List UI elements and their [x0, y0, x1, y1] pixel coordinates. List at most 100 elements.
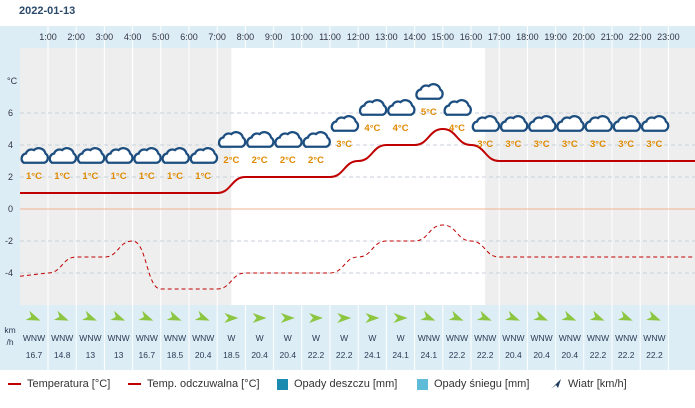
legend-feels-like-swatch	[128, 383, 141, 386]
cloud-icon	[358, 99, 388, 116]
temperature-label: 4°C	[364, 123, 380, 134]
cloud-shape	[246, 131, 275, 148]
hour-label: 13:00	[375, 32, 398, 42]
hour-label: 19:00	[544, 32, 567, 42]
wind-arrow-shape	[280, 313, 295, 323]
hour-label: 16:00	[460, 32, 483, 42]
cloud-shape	[20, 147, 49, 164]
cloud-icon	[20, 147, 49, 164]
cloud-icon	[105, 147, 134, 164]
temperature-label: 1°C	[139, 171, 155, 182]
temperature-label: 1°C	[82, 171, 98, 182]
wind-arrow-icon	[337, 313, 352, 323]
hour-label: 7:00	[208, 32, 226, 42]
wind-arrow-shape	[448, 310, 464, 321]
y-axis-unit: °C	[7, 76, 18, 86]
cloud-shape	[189, 147, 219, 164]
wind-arrow-icon	[505, 310, 520, 321]
wind-arrow-icon	[393, 313, 408, 323]
hour-label: 11:00	[319, 32, 341, 42]
temperature-label: 3°C	[505, 139, 521, 150]
cloud-shape	[471, 115, 501, 132]
wind-arrow-icon	[138, 310, 154, 321]
wind-speed-label: 22.2	[477, 350, 494, 360]
legend: Temperatura [°C] Temp. odczuwalna [°C] O…	[0, 372, 695, 398]
wind-speed-label: 22.2	[590, 350, 607, 360]
wind-direction-label: W	[256, 333, 264, 343]
wind-direction-label: WNW	[531, 333, 553, 343]
legend-snow-swatch	[417, 378, 428, 390]
cloud-shape	[528, 115, 557, 132]
wind-speed-label: 14.8	[54, 350, 71, 360]
hour-label: 18:00	[516, 32, 539, 42]
y-axis-band	[0, 48, 20, 370]
hour-label: 15:00	[432, 32, 455, 42]
cloud-shape	[415, 83, 444, 100]
wind-speed-label: 22.2	[336, 350, 353, 360]
y-tick-label: -4	[5, 268, 13, 278]
wind-arrow-icon	[25, 310, 41, 321]
hour-label: 22:00	[629, 32, 652, 42]
cloud-shape	[330, 115, 360, 132]
wind-arrow-shape	[393, 313, 408, 323]
wind-speed-label: 20.4	[562, 350, 579, 360]
legend-snow: Opady śniegu [mm]	[417, 378, 529, 390]
cloud-icon	[302, 131, 331, 148]
temperature-label: 2°C	[308, 155, 324, 166]
temperature-label: 3°C	[477, 139, 493, 150]
hour-label: 3:00	[96, 32, 114, 42]
cloud-icon	[443, 99, 472, 116]
y-tick-label: 2	[8, 172, 13, 182]
wind-direction-label: WNW	[559, 333, 581, 343]
wind-direction-label: W	[397, 333, 405, 343]
cloud-shape	[76, 147, 106, 164]
cloud-icon	[274, 131, 303, 148]
wind-direction-label: WNW	[136, 333, 158, 343]
cloud-shape	[161, 147, 190, 164]
legend-temperature-label: Temperatura [°C]	[27, 378, 111, 390]
wind-speed-label: 22.2	[646, 350, 663, 360]
temperature-label: 3°C	[336, 139, 352, 150]
y-tick-label: 6	[8, 108, 13, 118]
cloud-icon	[217, 131, 247, 148]
wind-arrow-icon	[194, 310, 210, 321]
wind-arrow-shape	[252, 313, 267, 323]
wind-arrow-shape	[53, 310, 69, 321]
temperature-label: 3°C	[618, 139, 634, 150]
wind-arrow-shape	[82, 310, 97, 321]
wind-arrow-icon	[365, 313, 380, 323]
wind-arrow-icon	[617, 310, 633, 321]
wind-direction-label: W	[312, 333, 320, 343]
wind-speed-label: 16.7	[26, 350, 43, 360]
wind-arrow-shape	[309, 313, 323, 323]
cloud-icon	[584, 115, 613, 132]
wind-speed-label: 22.2	[308, 350, 325, 360]
wind-arrow-icon	[252, 313, 267, 323]
temperature-label: 1°C	[54, 171, 70, 182]
cloud-icon	[640, 115, 670, 132]
cloud-shape	[612, 115, 642, 132]
wind-speed-label: 24.1	[364, 350, 381, 360]
legend-feels-like-label: Temp. odczuwalna [°C]	[147, 378, 260, 390]
hour-label: 20:00	[573, 32, 596, 42]
wind-arrow-icon	[53, 310, 69, 321]
wind-arrow-shape	[505, 310, 520, 321]
cloud-icon	[612, 115, 642, 132]
wind-speed-label: 16.7	[139, 350, 156, 360]
cloud-shape	[105, 147, 134, 164]
wind-speed-label: 20.4	[533, 350, 550, 360]
wind-arrow-icon	[533, 310, 549, 321]
hour-label: 9:00	[265, 32, 283, 42]
temperature-label: 4°C	[393, 123, 409, 134]
cloud-icon	[76, 147, 106, 164]
wind-speed-label: 24.1	[421, 350, 438, 360]
wind-direction-label: WNW	[108, 333, 130, 343]
legend-wind: Wiatr [km/h]	[550, 378, 627, 390]
wind-direction-label: WNW	[192, 333, 214, 343]
wind-speed-label: 13	[86, 350, 96, 360]
wind-speed-label: 20.4	[505, 350, 522, 360]
wind-arrow-icon	[448, 310, 464, 321]
temperature-label: 1°C	[26, 171, 42, 182]
hour-label: 8:00	[237, 32, 255, 42]
cloud-shape	[48, 147, 78, 164]
